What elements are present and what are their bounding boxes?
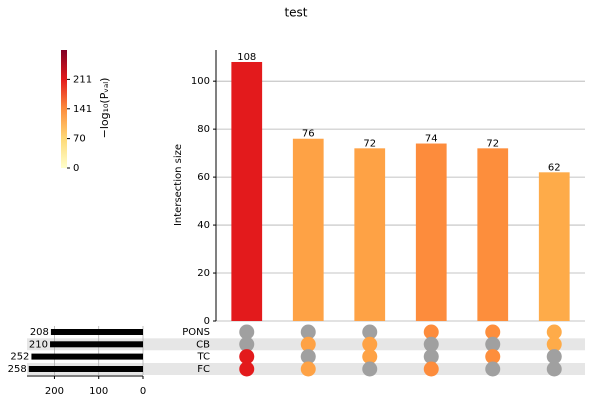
x-tick-label: 200 [45,386,64,397]
bar-value-label: 108 [237,52,256,63]
colorbar-tick-label: 0 [73,163,79,174]
x-tick-label: 100 [89,386,108,397]
matrix-dot [300,324,316,340]
y-tick-label: 80 [197,124,210,135]
y-tick-label: 20 [197,268,210,279]
bar [415,143,447,321]
colorbar-tick-label: 141 [73,104,92,115]
matrix-dot [423,336,439,352]
matrix-dot [300,361,316,377]
matrix-dot [546,324,562,340]
bar [477,148,509,321]
colorbar-label: −log₁₀(Pᵥₐₗ) [98,78,111,139]
bar-value-label: 76 [302,129,315,140]
bar [231,61,263,321]
y-axis-label: Intersection size [173,144,184,226]
bar [354,148,386,321]
matrix-dot [546,336,562,352]
colorbar-tick-label: 211 [73,74,92,85]
y-tick-label: 40 [197,220,210,231]
matrix-dot [485,336,501,352]
colorbar-tick-label: 70 [73,134,86,145]
matrix-dot [239,324,255,340]
matrix-dot [362,324,378,340]
matrix-dot [362,361,378,377]
matrix-dot [239,361,255,377]
colorbar [61,50,67,168]
set-size-bar [50,329,143,335]
bar-value-label: 74 [425,134,438,145]
set-name: CB [196,339,210,350]
set-size-label: 208 [30,327,49,338]
matrix-dot [423,324,439,340]
matrix-dot [546,361,562,377]
bar [292,138,324,321]
set-size-label: 252 [10,352,29,363]
set-name: PONS [182,327,210,338]
bar-value-label: 72 [486,138,499,149]
set-name: FC [197,364,210,375]
matrix-dot [485,349,501,365]
y-tick-label: 0 [204,316,210,327]
matrix-dot [485,361,501,377]
matrix-dot [300,336,316,352]
matrix-dot [546,349,562,365]
matrix-dot [423,349,439,365]
matrix-dot [239,336,255,352]
matrix-dot [239,349,255,365]
y-tick-label: 100 [191,76,210,87]
set-size-bar [50,341,143,348]
set-size-label: 210 [29,339,48,350]
chart-title: test [284,6,307,20]
x-tick-label: 0 [140,386,146,397]
matrix-dot [362,349,378,365]
matrix-dot [423,361,439,377]
set-size-label: 258 [8,364,27,375]
bar-value-label: 62 [548,162,561,173]
matrix-dot [362,336,378,352]
set-name: TC [196,352,210,363]
bar-value-label: 72 [363,138,376,149]
set-size-bar [28,366,143,372]
bar [538,172,570,321]
y-tick-label: 60 [197,172,210,183]
matrix-dot [485,324,501,340]
matrix-dot [300,349,316,365]
set-size-bar [31,353,143,360]
